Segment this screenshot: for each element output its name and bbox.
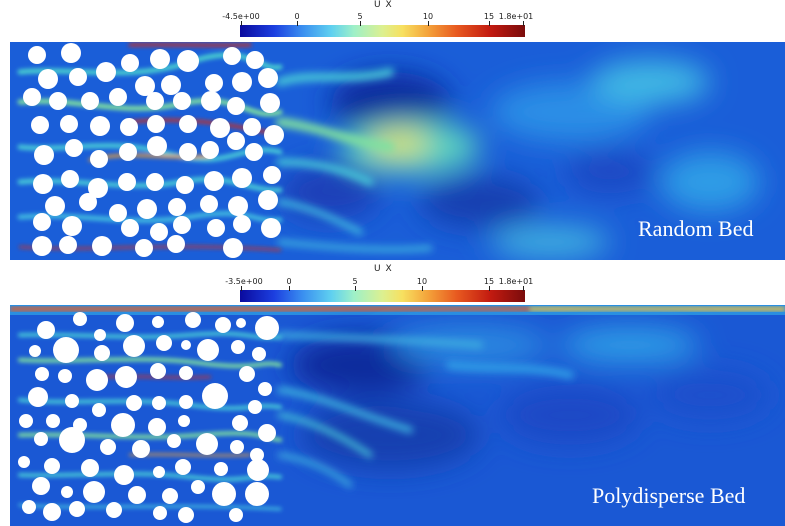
top-colorbar-title: U X — [374, 0, 393, 10]
bottom-tick-mark — [355, 286, 356, 291]
random-bed-field-svg — [10, 42, 785, 260]
top-tick-mark — [489, 21, 490, 26]
bottom-colorbar-title: U X — [374, 264, 393, 274]
bottom-tick-mark — [489, 286, 490, 291]
bottom-tick-label: 15 — [483, 277, 495, 286]
polydisperse-bed-field-svg — [10, 305, 785, 526]
random-bed-label: Random Bed — [638, 216, 754, 241]
top-tick-label: 5 — [357, 12, 363, 21]
top-tick-label: 10 — [422, 12, 434, 21]
polydisperse-bed-label: Polydisperse Bed — [592, 483, 746, 508]
polydisperse-bed-flow-field: Polydisperse Bed — [10, 305, 785, 526]
top-tick-mark — [428, 21, 429, 26]
top-tick-label: 1.8e+01 — [498, 12, 534, 21]
particle-group — [23, 43, 284, 258]
bottom-tick-label: -3.5e+00 — [225, 277, 263, 286]
bottom-tick-label: 10 — [416, 277, 428, 286]
bottom-tick-label: 1.8e+01 — [498, 277, 534, 286]
top-tick-mark — [297, 21, 298, 26]
bottom-tick-label: 5 — [352, 277, 358, 286]
bottom-tick-label: 0 — [286, 277, 292, 286]
top-tick-label: -4.5e+00 — [222, 12, 260, 21]
top-colorbar — [240, 25, 525, 37]
random-bed-flow-field: Random Bed — [10, 42, 785, 260]
top-tick-label: 0 — [294, 12, 300, 21]
top-tick-mark — [241, 21, 242, 26]
top-tick-mark — [523, 21, 524, 26]
top-tick-label: 15 — [483, 12, 495, 21]
bottom-tick-mark — [289, 286, 290, 291]
bottom-tick-mark — [241, 286, 242, 291]
bottom-tick-mark — [523, 286, 524, 291]
bottom-tick-mark — [422, 286, 423, 291]
top-tick-mark — [360, 21, 361, 26]
particle-group — [18, 312, 279, 523]
bottom-colorbar — [240, 290, 525, 302]
